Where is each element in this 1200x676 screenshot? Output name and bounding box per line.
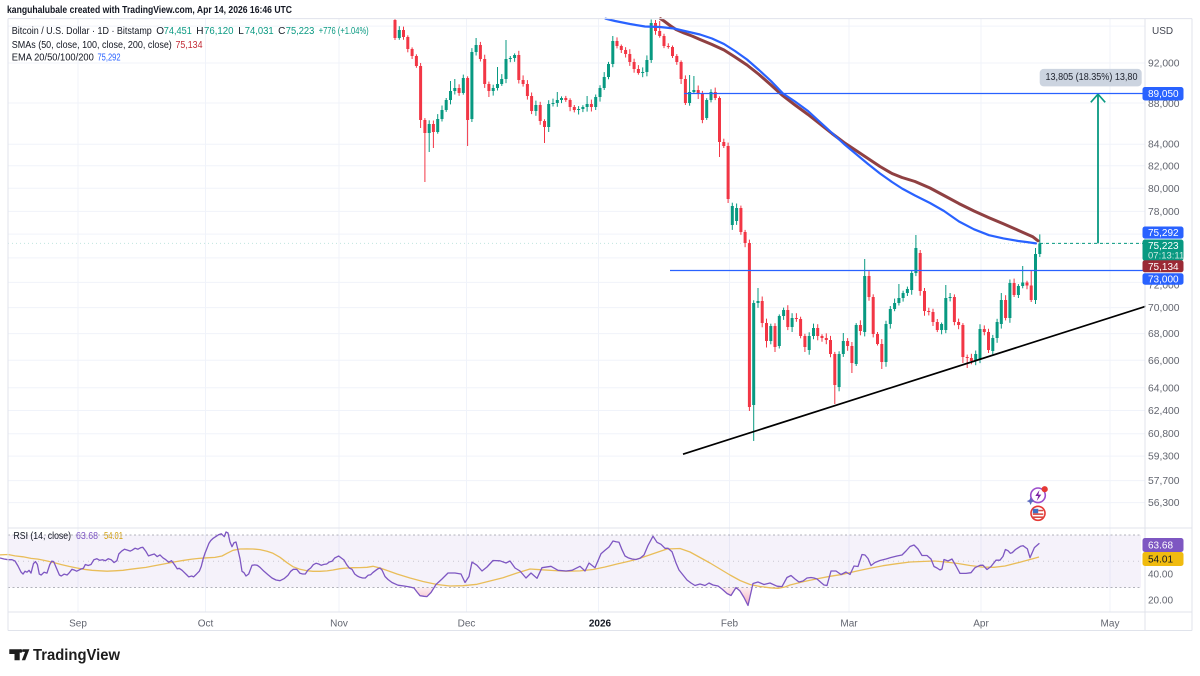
svg-text:RSI (14, close): RSI (14, close) [14, 531, 72, 542]
svg-text:78,000: 78,000 [1148, 207, 1180, 218]
svg-text:07:13:11: 07:13:11 [1148, 251, 1184, 262]
svg-text:56,300: 56,300 [1148, 498, 1180, 509]
svg-text:70,000: 70,000 [1148, 303, 1180, 314]
svg-text:Nov: Nov [330, 619, 348, 630]
svg-text:63.68: 63.68 [76, 531, 98, 542]
svg-text:75,292: 75,292 [98, 53, 121, 64]
svg-text:40.00: 40.00 [1148, 570, 1173, 581]
svg-text:kanguhalubale created with Tra: kanguhalubale created with TradingView.c… [7, 4, 292, 16]
svg-text:82,000: 82,000 [1148, 161, 1180, 172]
svg-text:92,000: 92,000 [1148, 59, 1180, 70]
svg-text:Feb: Feb [721, 619, 739, 630]
svg-text:66,000: 66,000 [1148, 356, 1180, 367]
svg-text:88,000: 88,000 [1148, 99, 1180, 110]
svg-text:75,134: 75,134 [176, 40, 203, 51]
svg-text:O: O [156, 26, 164, 37]
svg-text:13,805 (18.35%) 13,80: 13,805 (18.35%) 13,80 [1046, 72, 1138, 83]
svg-text:SMAs (50, close, 100, close, 2: SMAs (50, close, 100, close, 200, close) [12, 40, 172, 51]
svg-text:Apr: Apr [973, 619, 989, 630]
svg-text:74,451: 74,451 [164, 26, 192, 37]
svg-text:L: L [238, 26, 244, 37]
svg-text:75,134: 75,134 [1148, 262, 1179, 273]
svg-text:2026: 2026 [589, 619, 612, 630]
svg-text:57,700: 57,700 [1148, 476, 1180, 487]
svg-text:Oct: Oct [198, 619, 214, 630]
svg-text:USD: USD [1152, 26, 1173, 37]
svg-text:68,000: 68,000 [1148, 329, 1180, 340]
svg-text:63.68: 63.68 [1148, 541, 1173, 552]
svg-text:75,292: 75,292 [1148, 228, 1179, 239]
svg-text:Dec: Dec [458, 619, 476, 630]
svg-text:59,300: 59,300 [1148, 452, 1180, 463]
svg-text:62,400: 62,400 [1148, 406, 1180, 417]
svg-text:54.01: 54.01 [104, 531, 123, 542]
svg-text:73,000: 73,000 [1148, 274, 1179, 285]
svg-text:84,000: 84,000 [1148, 140, 1180, 151]
svg-text:Sep: Sep [69, 619, 87, 630]
svg-text:May: May [1101, 619, 1120, 630]
svg-text:89,050: 89,050 [1148, 89, 1179, 100]
svg-text:+776 (+1.04%): +776 (+1.04%) [319, 26, 369, 37]
svg-text:EMA 20/50/100/200: EMA 20/50/100/200 [12, 53, 94, 64]
svg-text:64,000: 64,000 [1148, 383, 1180, 394]
svg-text:Bitcoin / U.S. Dollar · 1D · B: Bitcoin / U.S. Dollar · 1D · Bitstamp [12, 26, 152, 37]
svg-text:75,223: 75,223 [1148, 241, 1179, 252]
svg-text:74,031: 74,031 [245, 26, 274, 37]
svg-text:75,223: 75,223 [286, 26, 315, 37]
svg-text:TradingView: TradingView [33, 647, 121, 664]
svg-text:54.01: 54.01 [1148, 555, 1173, 566]
svg-text:76,120: 76,120 [204, 26, 234, 37]
svg-text:72,000: 72,000 [1148, 281, 1180, 292]
svg-text:60,800: 60,800 [1148, 429, 1180, 440]
svg-text:H: H [196, 26, 203, 37]
svg-text:20.00: 20.00 [1148, 596, 1173, 607]
svg-text:80,000: 80,000 [1148, 184, 1180, 195]
svg-text:Mar: Mar [840, 619, 858, 630]
svg-text:C: C [278, 26, 285, 37]
